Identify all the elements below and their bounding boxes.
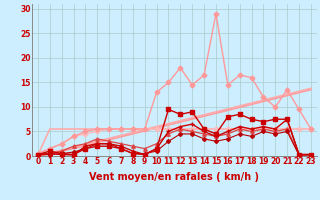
X-axis label: Vent moyen/en rafales ( km/h ): Vent moyen/en rafales ( km/h ): [89, 172, 260, 182]
